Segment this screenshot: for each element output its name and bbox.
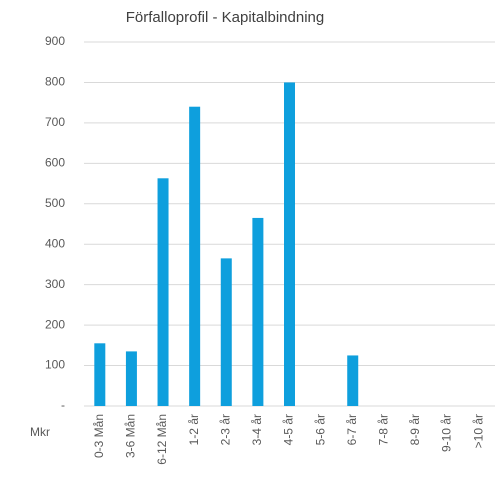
x-tick-label: 4-5 år (282, 414, 296, 445)
bar (94, 343, 106, 406)
y-tick-label: 100 (45, 358, 65, 372)
x-tick-label: 6-7 år (345, 414, 359, 445)
bar (157, 178, 169, 406)
bar (125, 351, 137, 406)
x-tick-label: 3-6 Mån (124, 414, 138, 458)
y-tick-label: 300 (45, 277, 65, 291)
y-tick-label: 500 (45, 196, 65, 210)
bar (347, 355, 359, 406)
x-tick-label: 1-2 år (187, 414, 201, 445)
bar (189, 106, 201, 406)
x-tick-label: 2-3 år (218, 414, 232, 445)
x-tick-label: 0-3 Mån (92, 414, 106, 458)
chart-title: Förfalloprofil - Kapitalbindning (126, 9, 324, 26)
y-axis-label: Mkr (30, 425, 50, 439)
y-tick-label: 600 (45, 156, 65, 170)
x-tick-label: 5-6 år (313, 414, 327, 445)
x-tick-label: 9-10 år (440, 414, 454, 452)
x-tick-label: 3-4 år (250, 414, 264, 445)
x-tick-label: 6-12 Mån (155, 414, 169, 465)
y-tick-label: - (61, 398, 65, 412)
y-tick-label: 700 (45, 115, 65, 129)
y-tick-label: 800 (45, 75, 65, 89)
y-tick-label: 400 (45, 236, 65, 250)
y-tick-label: 200 (45, 317, 65, 331)
x-tick-label: 7-8 år (377, 414, 391, 445)
x-tick-label: 8-9 år (408, 414, 422, 445)
bar (284, 82, 295, 406)
y-tick-label: 900 (45, 34, 65, 48)
bar (220, 258, 232, 406)
bar (252, 217, 264, 406)
x-tick-label: >10 år (471, 414, 485, 448)
